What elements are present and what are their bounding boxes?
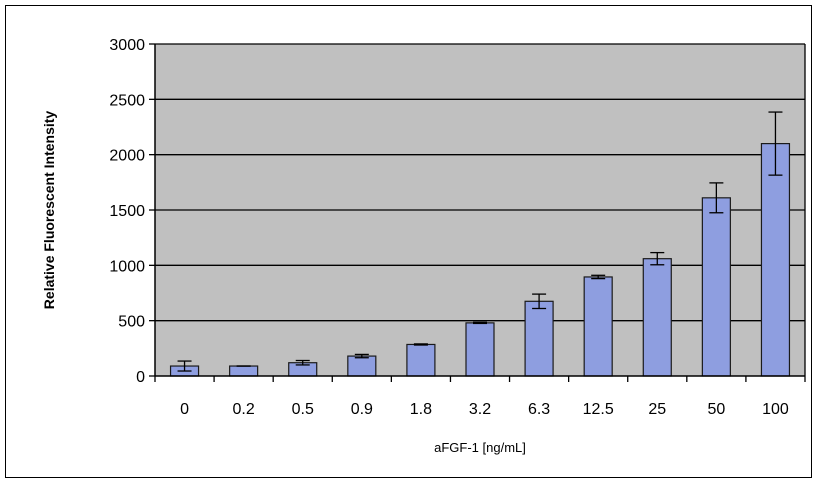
bar [465, 322, 495, 377]
bar [229, 365, 259, 377]
y-tick-label: 2000 [109, 148, 145, 165]
bar [583, 276, 613, 377]
y-axis-title: Relative Fluorescent Intensity [41, 111, 57, 310]
bar [406, 343, 436, 377]
bar [524, 300, 554, 377]
bar [760, 143, 791, 377]
y-tick-label: 1000 [109, 258, 145, 275]
x-tick-label: 3.2 [469, 401, 491, 418]
x-tick-label: 0 [180, 401, 189, 418]
y-tick-label: 500 [118, 314, 145, 331]
y-tick-label: 3000 [109, 37, 145, 54]
x-tick-label: 100 [762, 401, 789, 418]
x-tick-label: 6.3 [528, 401, 550, 418]
bar [701, 197, 731, 377]
x-tick-label: 50 [707, 401, 725, 418]
x-tick-label: 1.8 [410, 401, 432, 418]
x-axis-title: aFGF-1 [ng/mL] [434, 440, 526, 455]
y-tick-label: 1500 [109, 203, 145, 220]
bar [347, 355, 377, 377]
x-tick-label: 12.5 [583, 401, 614, 418]
x-tick-label: 0.5 [292, 401, 314, 418]
y-tick-label: 0 [136, 369, 145, 386]
x-tick-label: 25 [648, 401, 666, 418]
x-tick-label: 0.2 [233, 401, 255, 418]
x-tick-label: 0.9 [351, 401, 373, 418]
y-tick-label: 2500 [109, 92, 145, 109]
bar [642, 258, 672, 377]
